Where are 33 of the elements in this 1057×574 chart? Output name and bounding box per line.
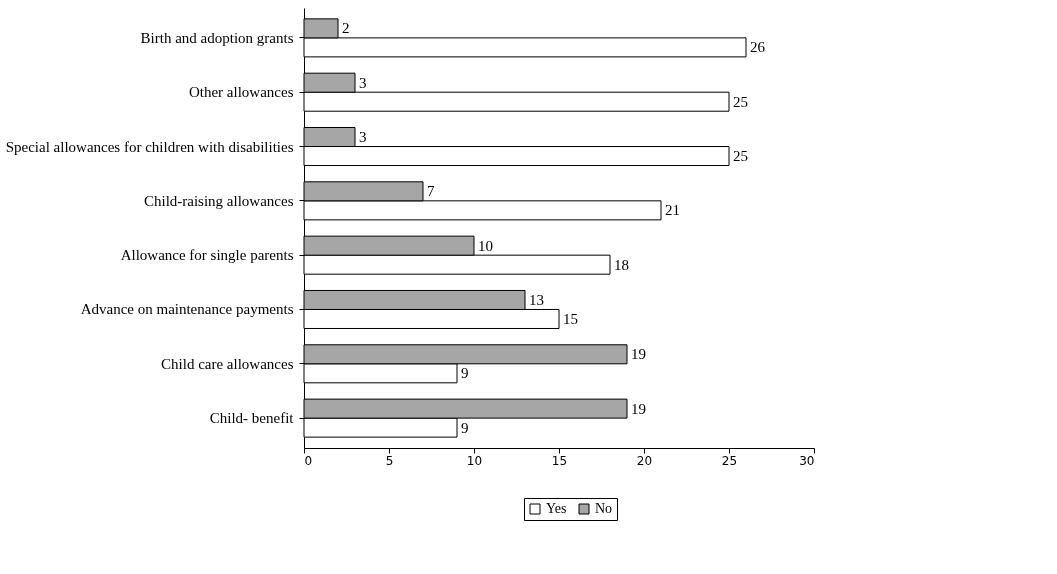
data-label: 19 [631, 400, 646, 417]
data-label: 15 [563, 310, 578, 327]
x-tick-label: 20 [636, 453, 653, 468]
legend-label: Yes [546, 501, 567, 516]
data-label: 19 [631, 346, 646, 363]
x-tick-label: 30 [799, 453, 815, 468]
x-tick-label: 5 [385, 453, 394, 468]
x-tick-label: 25 [721, 453, 738, 468]
data-label: 25 [733, 93, 748, 110]
x-tick-label: 0 [304, 453, 313, 468]
data-label: 2 [342, 20, 350, 37]
data-label: 9 [461, 365, 469, 382]
data-label: 3 [359, 74, 367, 91]
y-tick-label: Special allowances for children with disabilities [5, 138, 294, 155]
x-tick-label: 15 [551, 453, 568, 468]
data-label: 26 [750, 39, 766, 56]
data-label: 10 [478, 237, 493, 254]
data-label: 13 [529, 291, 544, 308]
data-label: 3 [359, 129, 367, 146]
data-label: 25 [733, 148, 748, 165]
x-tick-label: 10 [466, 453, 483, 468]
data-label: 21 [665, 202, 680, 219]
y-tick-label: Child- benefit [209, 410, 295, 427]
data-label: 18 [614, 256, 629, 273]
y-tick-label: Child care allowances [161, 355, 294, 372]
y-tick-label: Allowance for single parents [120, 247, 294, 264]
y-tick-label: Other allowances [188, 84, 294, 101]
data-label: 9 [461, 419, 469, 436]
data-label: 7 [427, 183, 435, 200]
y-tick-label: Advance on maintenance payments [80, 301, 294, 318]
y-tick-label: Child-raising allowances [143, 192, 294, 209]
legend-label: No [595, 501, 613, 516]
y-tick-label: Birth and adoption grants [140, 29, 294, 46]
